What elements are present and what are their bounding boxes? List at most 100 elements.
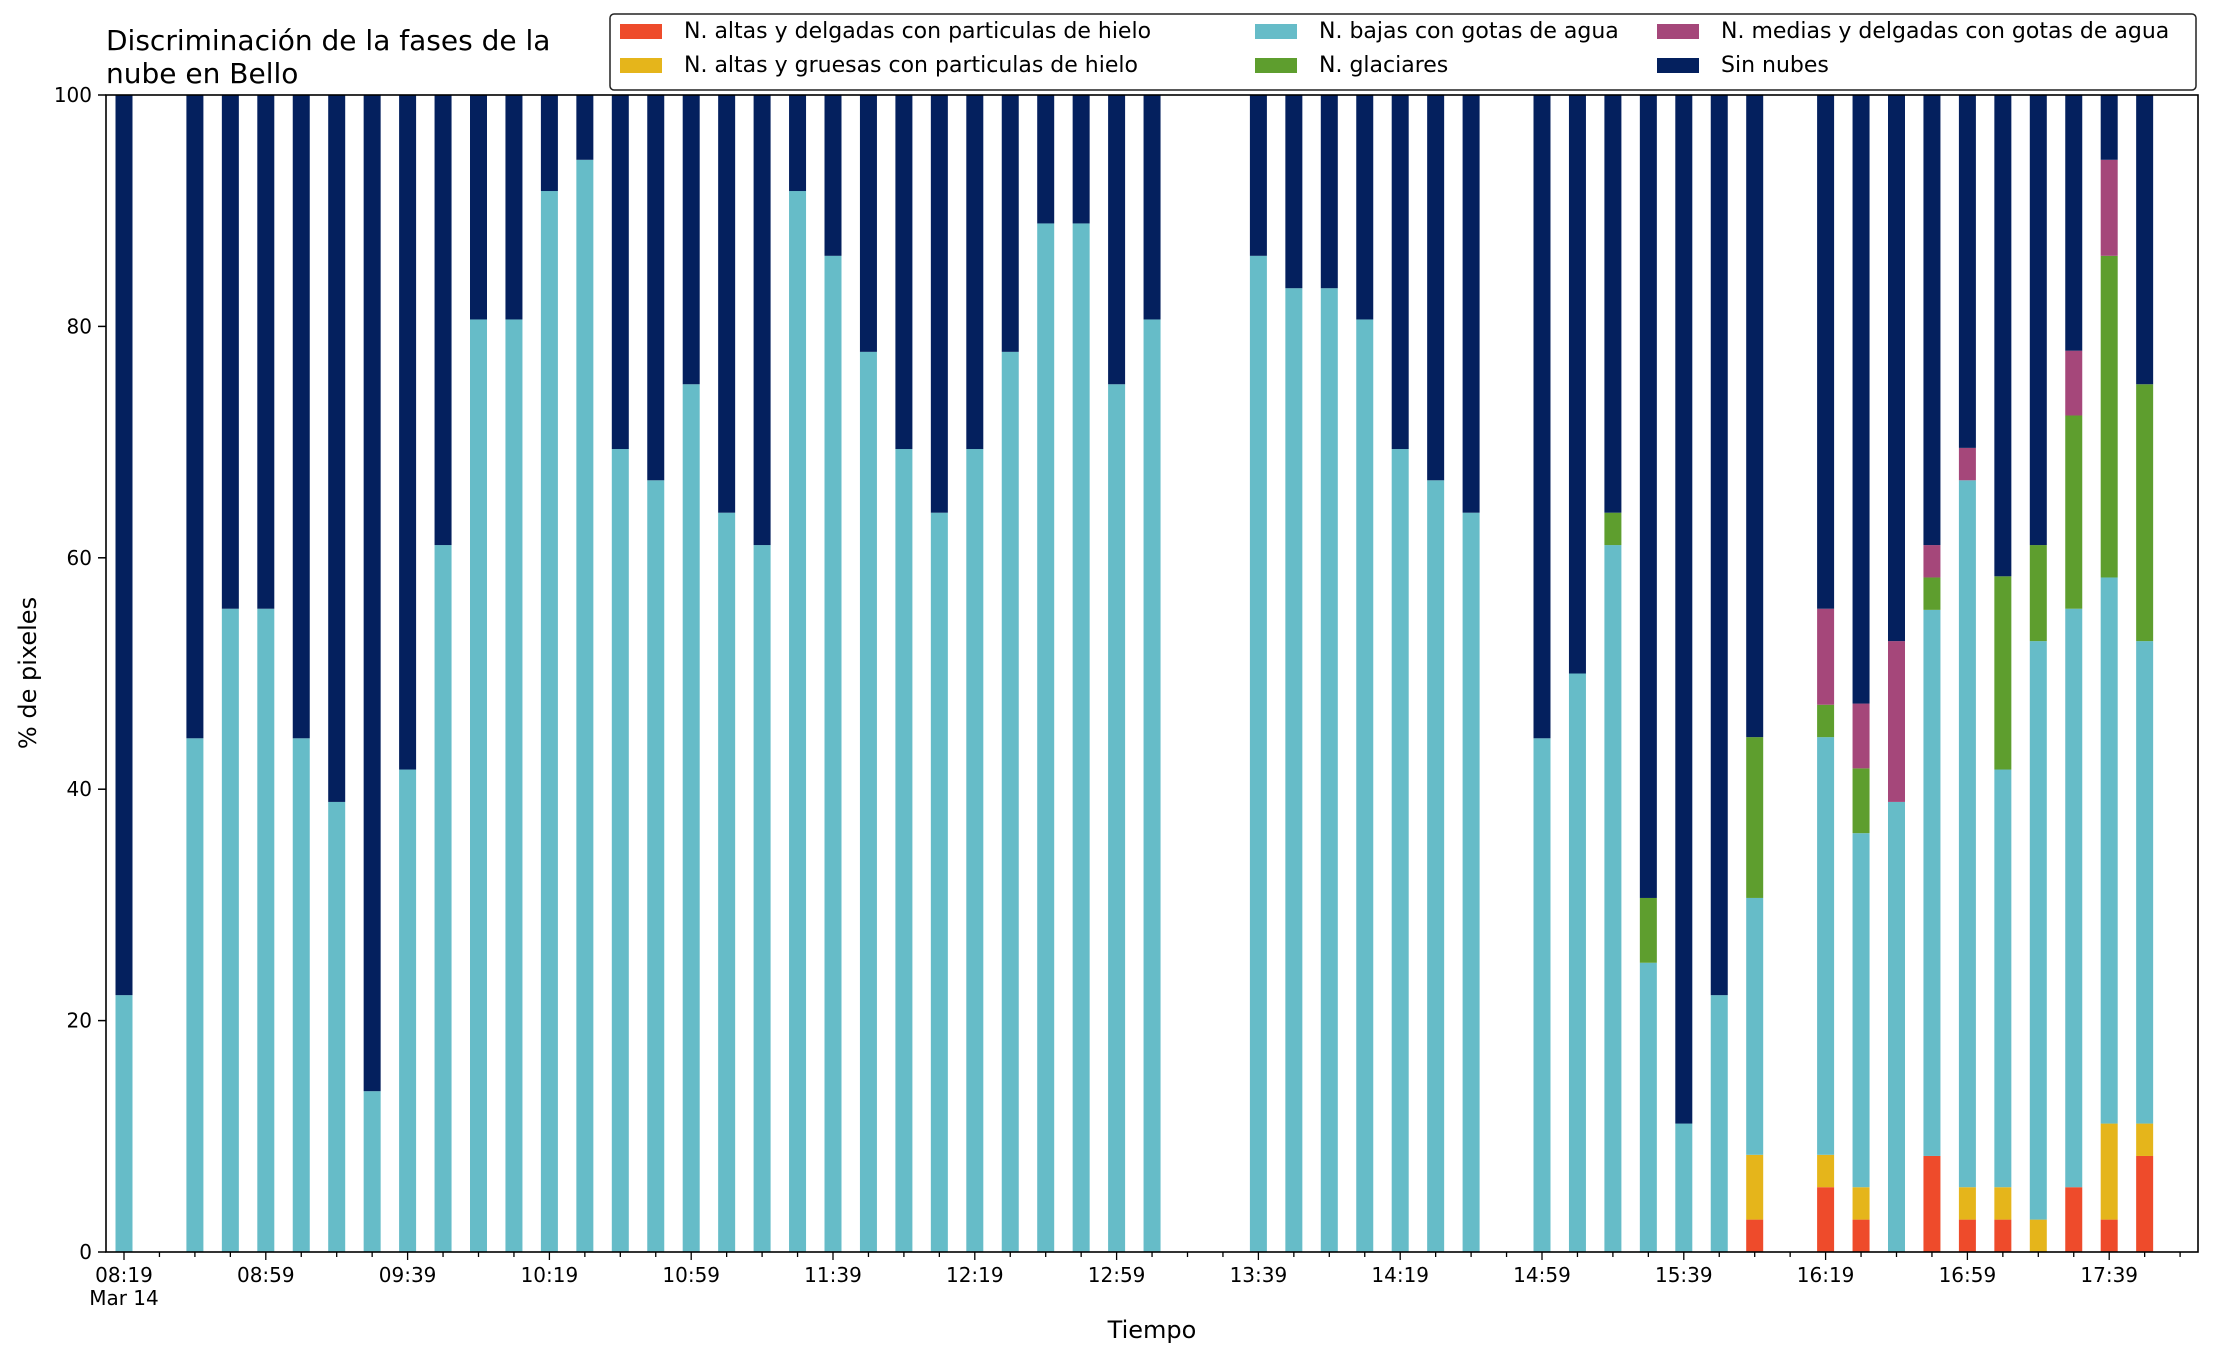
y-tick-label: 100 xyxy=(54,83,92,107)
bar-segment xyxy=(221,95,239,609)
bar-segment xyxy=(399,769,417,1252)
bar-segment xyxy=(1427,95,1445,481)
bar-segment xyxy=(1923,577,1941,610)
bar-segment xyxy=(1710,95,1728,996)
bar-segment xyxy=(1888,801,1905,1252)
bar-segment xyxy=(257,608,275,1252)
bar-segment xyxy=(611,95,629,450)
bar-segment xyxy=(576,95,594,160)
legend-label: N. medias y delgadas con gotas de agua xyxy=(1721,19,2169,44)
legend-label: N. altas y delgadas con particulas de hi… xyxy=(684,19,1151,44)
bar-segment xyxy=(470,95,487,320)
bar-segment xyxy=(2100,1219,2118,1252)
bar-segment xyxy=(753,545,771,1252)
bar-segment xyxy=(1817,737,1835,1155)
legend-swatch xyxy=(1657,24,1699,39)
bar-segment xyxy=(1817,704,1835,738)
bar-segment xyxy=(1320,288,1338,1253)
bar-segment xyxy=(2065,95,2083,351)
bar-segment xyxy=(1604,512,1622,546)
bar-segment xyxy=(2065,350,2083,416)
bar-segment xyxy=(718,95,736,513)
bar-segment xyxy=(2029,545,2047,642)
bar-segment xyxy=(1958,1219,1976,1252)
bar-segment xyxy=(1923,1155,1941,1252)
bar-segment xyxy=(115,995,133,1252)
bar-segment xyxy=(434,545,452,1252)
x-tick-label: 08:59 xyxy=(237,1263,295,1287)
bar-segment xyxy=(363,95,381,1092)
bar-segment xyxy=(930,95,948,513)
bar-segment xyxy=(2100,95,2118,160)
bar-segment xyxy=(789,191,807,1252)
bar-segment xyxy=(1817,608,1835,705)
bar-segment xyxy=(1001,351,1019,1253)
bar-segment xyxy=(540,95,558,192)
legend-swatch xyxy=(1255,24,1297,39)
bar-segment xyxy=(1817,1154,1835,1188)
bar-segment xyxy=(2136,95,2154,385)
x-tick-label: 16:59 xyxy=(1939,1263,1997,1287)
bar-segment xyxy=(1958,447,1976,481)
bar-segment xyxy=(1675,1123,1693,1252)
bar-segment xyxy=(1923,95,1941,546)
bars-layer xyxy=(115,95,2154,1253)
bar-segment xyxy=(1143,319,1161,1253)
legend-swatch xyxy=(1255,58,1297,73)
bar-segment xyxy=(2136,384,2154,642)
bar-segment xyxy=(1072,95,1090,224)
bar-segment xyxy=(292,95,310,739)
x-tick-label: 17:39 xyxy=(2080,1263,2138,1287)
legend-frame xyxy=(609,13,2197,91)
bar-segment xyxy=(1746,737,1764,898)
legend-swatch xyxy=(620,58,662,73)
bar-segment xyxy=(1746,897,1764,1155)
y-tick-label: 20 xyxy=(67,1009,92,1033)
bar-segment xyxy=(2029,95,2047,546)
bar-segment xyxy=(682,95,700,385)
bar-segment xyxy=(399,95,417,770)
legend: N. altas y delgadas con particulas de hi… xyxy=(609,13,2197,91)
bar-segment xyxy=(1533,738,1551,1252)
y-tick-label: 0 xyxy=(79,1240,92,1264)
x-tick-label: 12:59 xyxy=(1088,1263,1146,1287)
bar-segment xyxy=(221,608,239,1252)
bar-segment xyxy=(1249,95,1267,256)
chart-title-line: Discriminación de la fases de la xyxy=(106,24,550,57)
bar-segment xyxy=(2029,641,2047,1220)
bar-segment xyxy=(1533,95,1551,739)
bar-segment xyxy=(682,384,700,1252)
bar-segment xyxy=(824,255,842,1252)
x-tick-label: 12:19 xyxy=(946,1263,1004,1287)
bar-segment xyxy=(1746,1219,1764,1252)
bar-segment xyxy=(1356,319,1374,1253)
bar-segment xyxy=(1746,1154,1764,1220)
bar-segment xyxy=(1817,1187,1835,1252)
bar-segment xyxy=(2100,1123,2118,1220)
bar-segment xyxy=(1675,95,1693,1124)
y-axis-label: % de pixeles xyxy=(14,597,42,749)
bar-segment xyxy=(2136,1123,2154,1156)
x-tick-label: 14:19 xyxy=(1371,1263,1429,1287)
bar-segment xyxy=(1888,95,1905,642)
x-tick-label: 11:39 xyxy=(804,1263,862,1287)
bar-segment xyxy=(647,480,665,1252)
bar-segment xyxy=(2100,255,2118,578)
bar-segment xyxy=(1037,95,1055,224)
x-tick-label: 16:19 xyxy=(1797,1263,1855,1287)
bar-segment xyxy=(1852,95,1870,704)
bar-segment xyxy=(611,449,629,1252)
bar-segment xyxy=(1746,95,1764,738)
bar-segment xyxy=(647,95,665,481)
bar-segment xyxy=(2065,415,2083,609)
bar-segment xyxy=(470,319,487,1253)
bar-segment xyxy=(2100,159,2118,256)
bar-segment xyxy=(1852,1219,1870,1252)
bar-segment xyxy=(1072,223,1090,1253)
bar-segment xyxy=(1923,545,1941,578)
x-tick-label: 08:19 xyxy=(95,1263,153,1287)
bar-segment xyxy=(363,1091,381,1252)
bar-segment xyxy=(1994,769,2012,1188)
bar-segment xyxy=(930,512,948,1252)
